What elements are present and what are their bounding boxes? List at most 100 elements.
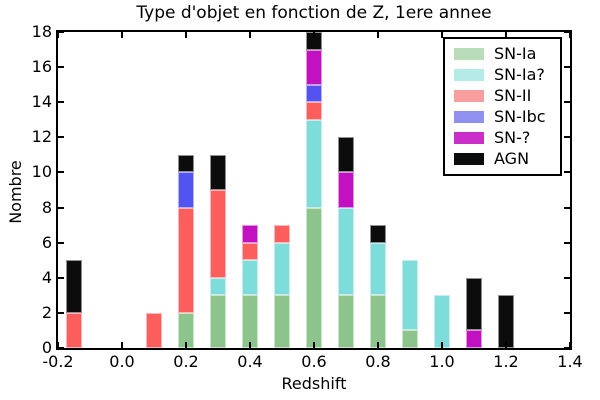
bar-segment-sn <box>466 330 482 348</box>
x-tick-label: 1.2 <box>493 352 519 371</box>
x-tick-mark <box>313 32 315 38</box>
bar-segment-snii <box>242 242 258 261</box>
y-tick-mark <box>58 66 64 69</box>
bar-segment-snii <box>306 102 322 120</box>
bar-segment-agn <box>178 154 194 173</box>
x-tick-label: 0.4 <box>237 352 263 371</box>
legend-item: SN-Ia? <box>454 66 552 84</box>
y-tick-mark <box>564 311 570 314</box>
y-tick-mark <box>58 101 64 104</box>
x-tick-mark <box>249 32 251 38</box>
x-tick-mark <box>57 32 59 38</box>
bar-segment-agn <box>306 32 322 50</box>
bar-segment-snia <box>306 207 322 348</box>
y-tick-label: 18 <box>31 22 52 41</box>
x-tick-label: 0.0 <box>109 352 135 371</box>
y-tick-mark <box>564 101 570 104</box>
bar-segment-snia <box>210 295 226 348</box>
bar-segment-snia <box>178 312 194 348</box>
x-tick-mark <box>313 342 315 348</box>
x-tick-mark <box>505 342 507 348</box>
bar-segment-agn <box>338 137 354 173</box>
y-tick-mark <box>564 136 570 139</box>
x-tick-mark <box>569 32 571 38</box>
bar-segment-snii <box>66 312 82 348</box>
bar-segment-snia <box>274 295 290 348</box>
legend-swatch <box>454 69 484 81</box>
legend-swatch <box>454 48 484 60</box>
y-tick-mark <box>564 66 570 69</box>
bar-segment-snia <box>370 242 386 296</box>
x-tick-mark <box>57 342 59 348</box>
bar-segment-sn <box>242 225 258 243</box>
bar-segment-agn <box>466 277 482 331</box>
legend-swatch <box>454 132 484 144</box>
bar-segment-snia <box>402 260 418 331</box>
bar-segment-agn <box>66 260 82 313</box>
bar-segment-snia <box>370 295 386 348</box>
legend-label: AGN <box>494 149 530 168</box>
bar-segment-agn <box>210 154 226 190</box>
y-tick-mark <box>58 241 64 244</box>
y-tick-mark <box>58 136 64 139</box>
y-tick-mark <box>564 276 570 279</box>
bar-segment-sn <box>338 172 354 208</box>
y-tick-mark <box>564 206 570 209</box>
bar-segment-snii <box>210 190 226 278</box>
bar-segment-snii <box>146 312 162 348</box>
y-tick-label: 16 <box>31 57 52 77</box>
bar-segment-snia <box>210 277 226 296</box>
x-tick-label: 0.6 <box>301 352 327 371</box>
x-tick-mark <box>441 342 443 348</box>
legend-swatch <box>454 90 484 102</box>
y-tick-label: 14 <box>31 92 52 112</box>
legend: SN-Ia SN-Ia? SN-II SN-Ibc SN-? AGN <box>443 37 562 176</box>
bar-segment-snia <box>274 242 290 296</box>
y-tick-mark <box>58 31 64 33</box>
bar-segment-snii <box>178 207 194 313</box>
bar-segment-snia <box>338 295 354 348</box>
legend-swatch <box>454 111 484 123</box>
y-tick-mark <box>564 31 570 33</box>
x-tick-mark <box>377 32 379 38</box>
legend-label: SN-Ia? <box>494 65 545 84</box>
x-tick-mark <box>121 342 123 348</box>
x-tick-mark <box>185 32 187 38</box>
y-tick-mark <box>58 171 64 174</box>
y-tick-mark <box>564 241 570 244</box>
bar-segment-snibc <box>306 84 322 103</box>
legend-item: SN-Ibc <box>454 108 552 126</box>
bar-segment-snia <box>242 260 258 296</box>
legend-swatch <box>454 153 484 165</box>
y-tick-mark <box>564 171 570 174</box>
y-tick-mark <box>58 311 64 314</box>
bar-segment-snia <box>402 330 418 348</box>
x-tick-mark <box>441 32 443 38</box>
x-tick-mark <box>505 32 507 38</box>
chart-title: Type d'objet en fonction de Z, 1ere anne… <box>136 3 492 23</box>
bar-segment-snii <box>274 225 290 243</box>
legend-label: SN-Ia <box>494 44 537 63</box>
x-tick-mark <box>569 342 571 348</box>
y-tick-label: 0 <box>41 338 52 357</box>
y-tick-label: 12 <box>31 127 52 147</box>
x-tick-mark <box>377 342 379 348</box>
y-tick-label: 4 <box>41 267 52 287</box>
legend-label: SN-II <box>494 86 532 105</box>
bar-segment-sn <box>306 49 322 85</box>
plot-area <box>56 30 572 350</box>
x-tick-mark <box>185 342 187 348</box>
y-tick-label: 6 <box>41 232 52 252</box>
legend-label: SN-? <box>494 128 531 147</box>
y-tick-label: 10 <box>31 162 52 182</box>
bar-segment-snia <box>242 295 258 348</box>
x-tick-label: -0.2 <box>42 352 74 371</box>
x-tick-mark <box>249 342 251 348</box>
legend-item: SN-? <box>454 129 552 147</box>
x-tick-label: 0.2 <box>173 352 199 371</box>
x-tick-mark <box>121 32 123 38</box>
y-tick-mark <box>58 276 64 279</box>
bar-segment-snia <box>306 119 322 208</box>
bar-segment-snibc <box>178 172 194 208</box>
